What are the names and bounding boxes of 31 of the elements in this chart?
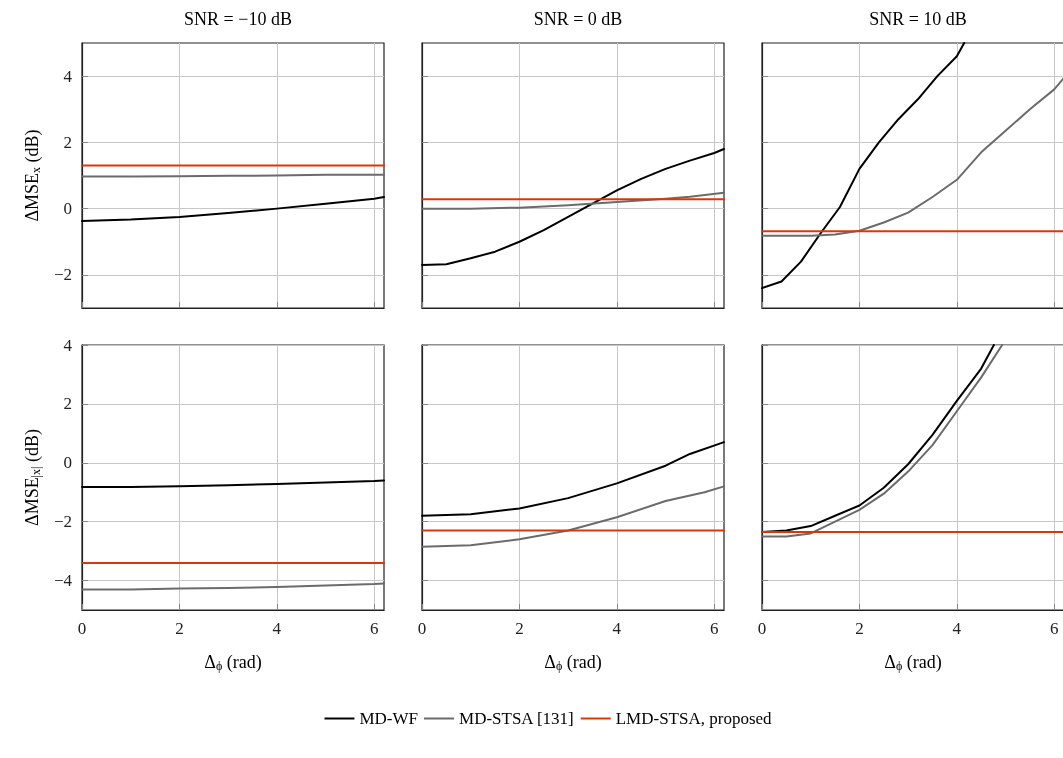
y-axis-title: ΔMSE|x| (dB)	[22, 429, 43, 526]
legend-label: MD-WF	[359, 709, 419, 728]
x-tick-label: 2	[515, 619, 524, 638]
legend-label: LMD-STSA, proposed	[615, 709, 773, 728]
x-tick-label: 2	[855, 619, 864, 638]
x-tick-label: 0	[77, 619, 87, 638]
y-tick-label: 2	[63, 394, 72, 414]
y-axis-title: ΔMSEx (dB)	[22, 129, 43, 222]
line-series	[81, 479, 385, 488]
x-tick-label: 6	[710, 619, 719, 638]
line-series	[81, 196, 385, 222]
x-tick-label: 0	[757, 619, 767, 638]
x-tick-label: 4	[272, 619, 282, 638]
x-tick-label: 6	[370, 619, 379, 638]
x-tick-label: 4	[612, 619, 622, 638]
x-tick-label: 4	[952, 619, 962, 638]
y-tick-label: 0	[63, 199, 72, 219]
y-tick-label: 4	[63, 335, 73, 355]
x-tick-label: 0	[417, 619, 427, 638]
y-tick-label: 0	[63, 453, 72, 473]
chart-title: SNR = −10 dB	[184, 9, 292, 29]
y-tick-label: 4	[63, 66, 73, 86]
chart-title: SNR = 0 dB	[533, 9, 623, 29]
x-tick-label: 2	[175, 619, 184, 638]
legend-label: MD-STSA [131]	[459, 709, 574, 728]
y-tick-label: 2	[63, 132, 72, 152]
y-tick-label: −2	[53, 512, 72, 532]
x-tick-label: 6	[1050, 619, 1059, 638]
y-tick-label: −4	[53, 571, 73, 591]
chart-title: SNR = 10 dB	[869, 9, 967, 29]
y-tick-label: −2	[53, 265, 72, 285]
